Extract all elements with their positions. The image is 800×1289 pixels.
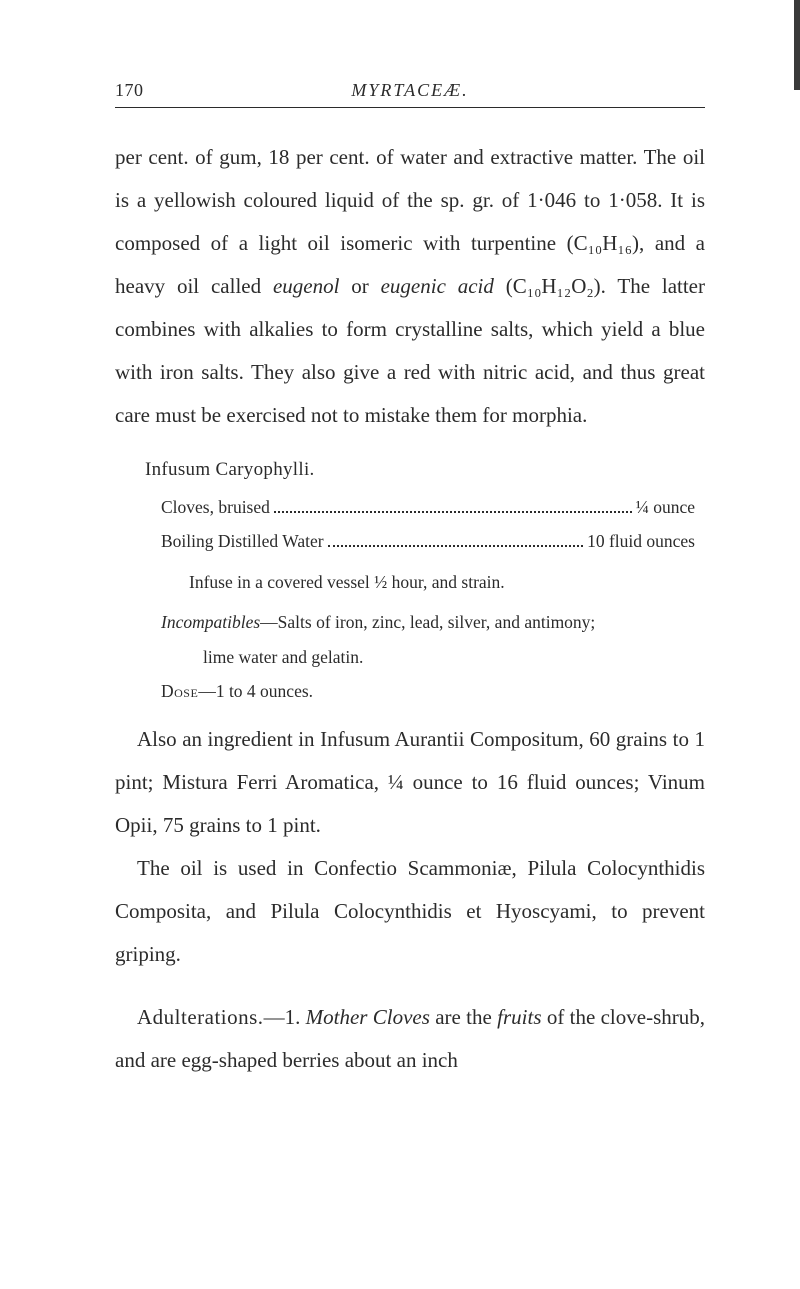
running-header: 170 MYRTACEÆ. 170 xyxy=(115,80,705,101)
dose-text: —1 to 4 ounces. xyxy=(198,681,313,701)
adul-mid: are the xyxy=(430,1005,497,1029)
recipe-qty-cloves: ¼ ounce xyxy=(636,491,695,524)
paragraph-adulterations: Adulterations.—1. Mother Cloves are the … xyxy=(115,996,705,1082)
recipe-label-cloves: Cloves, bruised xyxy=(161,491,270,524)
header-rule xyxy=(115,107,705,108)
recipe-label-water: Boiling Distilled Water xyxy=(161,525,324,558)
body-text-2: Also an ingredient in Infusum Aurantii C… xyxy=(115,718,705,1082)
dose-line: Dose—1 to 4 ounces. xyxy=(161,681,705,702)
p1-italic-eugenic-acid: eugenic acid xyxy=(381,274,494,298)
adul-a: —1. xyxy=(264,1005,306,1029)
incompatibles-text: —Salts of iron, zinc, lead, silver, and … xyxy=(260,612,595,632)
page: 170 MYRTACEÆ. 170 per cent. of gum, 18 p… xyxy=(0,0,800,1289)
section-head-infusum: Infusum Caryophylli. xyxy=(145,459,705,481)
adulterations-head: Adulterations. xyxy=(137,1005,264,1029)
incompatibles-line-2: lime water and gelatin. xyxy=(203,643,695,673)
p1-mid: or xyxy=(339,274,380,298)
adul-italic-mother-cloves: Mother Cloves xyxy=(306,1005,430,1029)
recipe-block: Cloves, bruised ¼ ounce Boiling Distille… xyxy=(161,491,695,558)
adul-italic-fruits: fruits xyxy=(497,1005,541,1029)
incompatibles-label: Incompatibles xyxy=(161,612,260,632)
p1-italic-eugenol: eugenol xyxy=(273,274,339,298)
paragraph-also: Also an ingredient in Infusum Aurantii C… xyxy=(115,718,705,847)
paragraph-1: per cent. of gum, 18 per cent. of water … xyxy=(115,136,705,437)
dose-label: Dose xyxy=(161,681,198,701)
infuse-note: Infuse in a covered vessel ½ hour, and s… xyxy=(189,568,705,598)
recipe-row-cloves: Cloves, bruised ¼ ounce xyxy=(161,491,695,524)
leader-dots xyxy=(274,497,632,513)
paragraph-oil: The oil is used in Confectio Scammoniæ, … xyxy=(115,847,705,976)
body-text: per cent. of gum, 18 per cent. of water … xyxy=(115,136,705,437)
running-head-title: MYRTACEÆ. xyxy=(351,80,468,101)
page-edge-shadow xyxy=(794,0,800,90)
recipe-qty-water: 10 fluid ounces xyxy=(587,525,695,558)
recipe-row-water: Boiling Distilled Water 10 fluid ounces xyxy=(161,525,695,558)
page-number: 170 xyxy=(115,80,144,101)
incompatibles-line: Incompatibles—Salts of iron, zinc, lead,… xyxy=(161,608,695,638)
leader-dots xyxy=(328,531,584,547)
